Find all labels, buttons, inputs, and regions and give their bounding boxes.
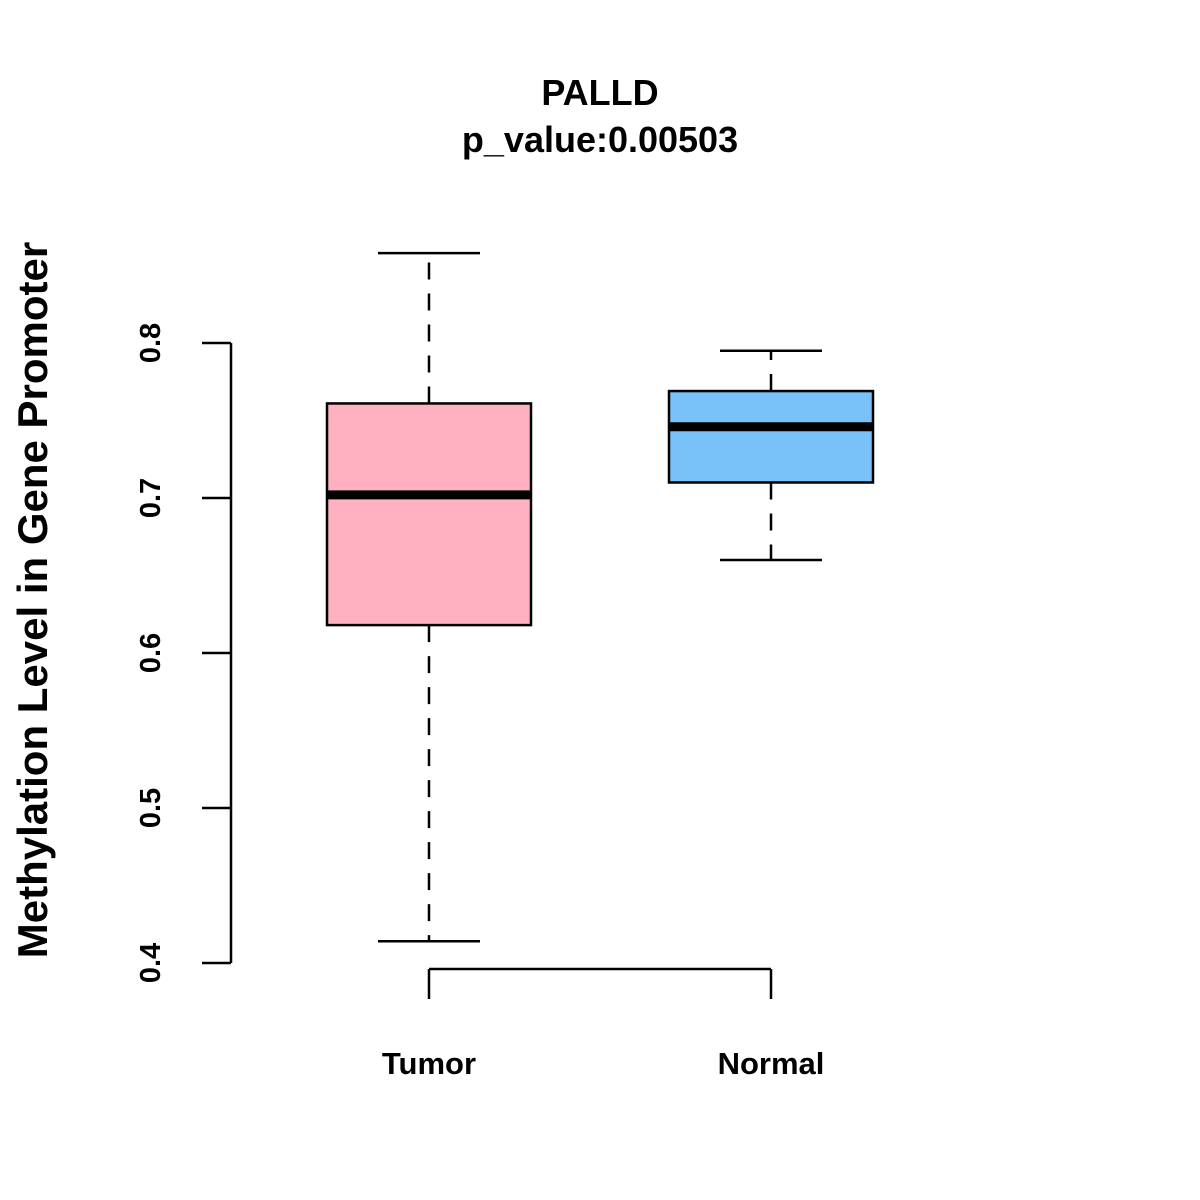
y-tick-label: 0.4 (135, 943, 167, 983)
y-axis: 0.4 0.5 0.6 0.7 0.8 (135, 323, 233, 983)
y-tick-label: 0.5 (135, 788, 167, 828)
x-axis-labels: Tumor Normal (382, 1046, 824, 1081)
y-tick-label: 0.7 (135, 478, 167, 518)
y-tick-label: 0.6 (135, 633, 167, 673)
x-category-label: Tumor (382, 1046, 476, 1081)
y-axis-label: Methylation Level in Gene Promoter (9, 242, 56, 958)
box-normal (667, 349, 875, 562)
box-tumor (325, 251, 533, 943)
box-series (325, 251, 875, 943)
iqr-box (325, 402, 533, 627)
chart-title: PALLD (541, 72, 658, 113)
chart-subtitle: p_value:0.00503 (462, 119, 738, 160)
iqr-box (667, 389, 875, 484)
comparison-bracket (427, 967, 773, 999)
y-tick-label: 0.8 (135, 323, 167, 363)
x-category-label: Normal (718, 1046, 825, 1081)
